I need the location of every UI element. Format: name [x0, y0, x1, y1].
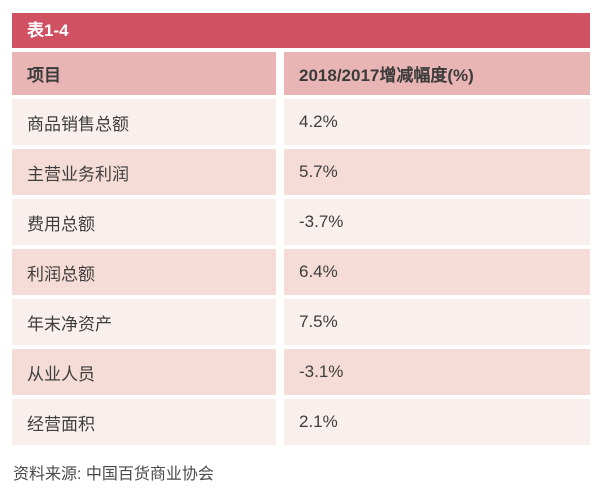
row-label-cell: 主营业务利润 [12, 149, 276, 195]
header-cell-change: 2018/2017增减幅度(%) [284, 52, 590, 95]
row-value-cell: 2.1% [284, 399, 590, 445]
row-value-cell: -3.7% [284, 199, 590, 245]
table-row: 经营面积 2.1% [12, 399, 590, 445]
table-row: 费用总额 -3.7% [12, 199, 590, 245]
table-row: 从业人员 -3.1% [12, 349, 590, 395]
row-label-cell: 年末净资产 [12, 299, 276, 345]
row-value-cell: 6.4% [284, 249, 590, 295]
row-label-cell: 经营面积 [12, 399, 276, 445]
row-value-cell: -3.1% [284, 349, 590, 395]
table-row: 年末净资产 7.5% [12, 299, 590, 345]
row-label-cell: 利润总额 [12, 249, 276, 295]
row-label-cell: 从业人员 [12, 349, 276, 395]
row-label-cell: 费用总额 [12, 199, 276, 245]
header-cell-item: 项目 [12, 52, 276, 95]
row-value-cell: 4.2% [284, 99, 590, 145]
source-note: 资料来源: 中国百货商业协会 [13, 466, 214, 483]
table-header-row: 项目 2018/2017增减幅度(%) [12, 52, 590, 95]
row-value-cell: 5.7% [284, 149, 590, 195]
data-table: 表1-4 项目 2018/2017增减幅度(%) 商品销售总额 4.2% 主营业务利… [12, 13, 590, 445]
table-title-bar: 表1-4 [12, 13, 590, 48]
table-row: 商品销售总额 4.2% [12, 99, 590, 145]
table-body: 商品销售总额 4.2% 主营业务利润 5.7% 费用总额 -3.7% 利润总额 6.4% 年末净… [12, 99, 590, 445]
row-value-cell: 7.5% [284, 299, 590, 345]
row-label-cell: 商品销售总额 [12, 99, 276, 145]
table-row: 主营业务利润 5.7% [12, 149, 590, 195]
table-row: 利润总额 6.4% [12, 249, 590, 295]
